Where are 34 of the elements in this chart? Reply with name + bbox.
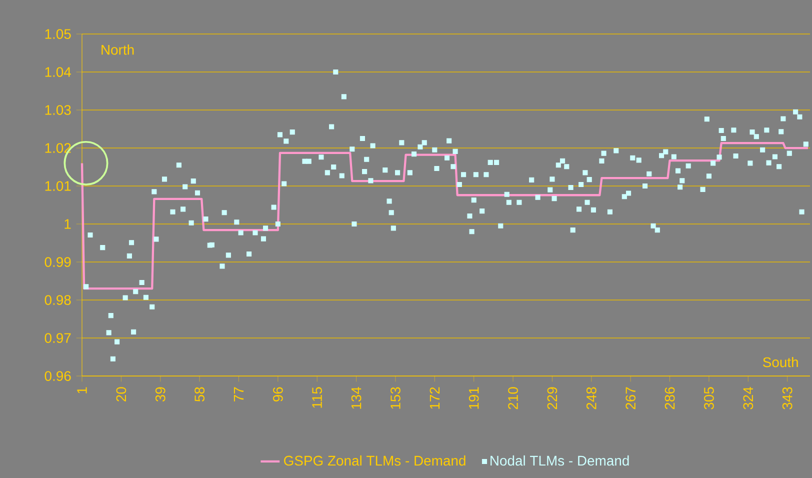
x-tick-label: 343 <box>782 387 792 410</box>
legend-label: GSPG Zonal TLMs - Demand <box>284 455 466 466</box>
y-tick-label: 1.02 <box>45 143 71 153</box>
y-tick-label: 1.03 <box>45 105 71 115</box>
annotation: North <box>102 44 134 55</box>
x-tick-label: 191 <box>468 387 479 409</box>
y-tick-label: 1 <box>64 219 71 229</box>
annotation: South <box>763 356 798 368</box>
x-tick-label: 172 <box>430 387 440 409</box>
line-series <box>80 142 810 290</box>
x-tick-label: 77 <box>234 387 244 402</box>
x-tick-label: 305 <box>704 387 714 410</box>
x-tick-label: 324 <box>743 387 754 410</box>
y-tick-label: 0.99 <box>44 257 71 267</box>
y-tick-label: 1.05 <box>45 29 71 39</box>
x-tick-label: 1 <box>77 387 87 394</box>
x-tick-label: 115 <box>312 387 322 408</box>
x-tick-label: 248 <box>586 387 596 410</box>
x-tick-label: 96 <box>272 387 283 402</box>
legend-label: Nodal TLMs - Demand <box>490 455 629 466</box>
y-tick-label: 1.01 <box>45 181 71 191</box>
x-tick-label: 267 <box>626 387 636 410</box>
x-tick-label: 153 <box>390 387 400 409</box>
x-tick-label: 210 <box>508 387 518 410</box>
x-tick-label: 134 <box>351 387 362 409</box>
y-tick-label: 0.97 <box>44 333 71 343</box>
y-tick-label: 0.98 <box>44 295 71 305</box>
x-tick-label: 58 <box>194 387 205 402</box>
x-tick-label: 229 <box>547 387 558 410</box>
y-tick-label: 1.04 <box>45 67 71 77</box>
x-tick-label: 20 <box>116 387 126 402</box>
x-tick-label: 286 <box>664 387 675 410</box>
y-tick-label: 0.96 <box>44 371 71 381</box>
x-tick-label: 39 <box>155 387 166 402</box>
